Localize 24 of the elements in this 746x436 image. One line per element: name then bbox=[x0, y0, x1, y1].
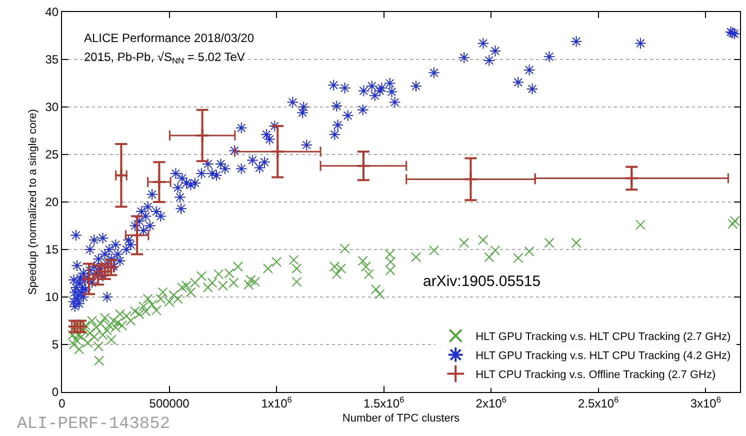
annotation: arXiv:1905.05515 bbox=[423, 273, 541, 290]
x-tick-label: 2.5x10$^{6}$ bbox=[578, 394, 620, 410]
y-tick-label: 15 bbox=[45, 242, 59, 257]
y-tick-label: 0 bbox=[52, 385, 59, 400]
x-tick-label: 1.5x10$^{6}$ bbox=[363, 394, 405, 410]
x-tick-label: 500000 bbox=[149, 396, 190, 410]
text: ALI-PERF-143852 bbox=[17, 415, 170, 434]
y-axis-title: Speedup (normalized to a single core) bbox=[26, 109, 39, 295]
y-tick-label: 25 bbox=[45, 148, 59, 162]
annotation: ALICE Performance 2018/03/20 bbox=[84, 31, 254, 45]
x-tick-label: 3x10$^{6}$ bbox=[690, 394, 722, 410]
y-tick-label: 5 bbox=[52, 338, 59, 352]
annotation: 2015, Pb-Pb, √S$_{NN}$ = 5.02 TeV bbox=[84, 50, 245, 66]
y-tick-label: 40 bbox=[45, 5, 59, 20]
legend-label: HLT CPU Tracking v.s. Offline Tracking (2.7 GHz) bbox=[476, 368, 716, 381]
y-tick-label: 10 bbox=[45, 290, 59, 304]
y-tick-label: 20 bbox=[45, 195, 59, 210]
y-tick-label: 30 bbox=[45, 100, 59, 114]
x-tick-label: 2x10$^{6}$ bbox=[476, 394, 507, 410]
legend-label: HLT GPU Tracking v.s. HLT CPU Tracking (2.7 GHz) bbox=[476, 330, 731, 343]
x-tick-label: 1x10$^{6}$ bbox=[261, 394, 292, 410]
x-axis-title: Number of TPC clusters bbox=[342, 412, 460, 425]
legend-label: HLT GPU Tracking v.s. HLT CPU Tracking (4.2 GHz) bbox=[476, 350, 731, 362]
y-tick-label: 35 bbox=[45, 52, 59, 67]
